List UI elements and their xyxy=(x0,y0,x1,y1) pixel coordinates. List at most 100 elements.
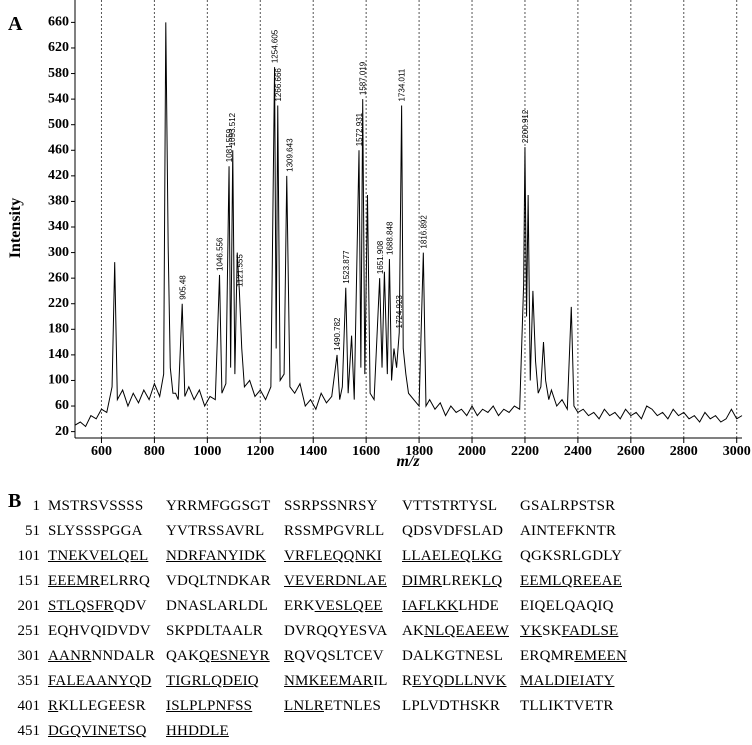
residue-block: VEVERDNLAE xyxy=(284,573,402,590)
peak-label: 1266.666 xyxy=(274,68,283,102)
peak-label: 1523.877 xyxy=(342,250,351,284)
residues: RSSMPGVRLL xyxy=(284,523,385,539)
sequence-row: 101 TNEKVELQEL NDRFANYIDK VRFLEQQNKI LLAELEQ… xyxy=(0,544,752,569)
residues: QDV xyxy=(113,598,147,614)
x-axis-label: m/z xyxy=(396,453,420,470)
peak-label: 1587.019 xyxy=(359,61,368,95)
residue-block: EQHVQIDVDV xyxy=(48,623,166,640)
residue-number: 1 xyxy=(32,498,41,514)
residue-number: 451 xyxy=(17,723,41,739)
x-tick-label: 1200 xyxy=(246,444,274,459)
y-tick-label: 100 xyxy=(48,373,69,388)
y-tick-label: 660 xyxy=(48,15,69,30)
peak-label: 1490.782 xyxy=(333,317,342,351)
residues: LHDE xyxy=(458,598,499,614)
residues: QDSVDFSLAD xyxy=(402,523,504,539)
residue-block: SSRPSSNRSY xyxy=(284,498,402,515)
underlined-peptide: EEMLQREEAE xyxy=(520,573,622,589)
peak-label: 905.48 xyxy=(178,275,187,300)
peak-label: 1309.643 xyxy=(285,138,294,172)
residue-block: REYQDLLNVK xyxy=(402,673,520,690)
underlined-peptide: NLQEAEEW xyxy=(424,623,509,639)
y-tick-label: 20 xyxy=(55,424,69,439)
underlined-peptide: LLAELEQLKG xyxy=(402,548,503,564)
underlined-peptide: QESNEYR xyxy=(199,648,270,664)
underlined-peptide: EYQDLLNVK xyxy=(412,673,507,689)
residues: QGKSRLGDLY xyxy=(520,548,623,564)
residues: YRRMFGGSGT xyxy=(166,498,271,514)
x-tick-label: 800 xyxy=(144,444,165,459)
residues: DALKGTNESL xyxy=(402,648,504,664)
sequence-row: 1 MSTRSVSSSS YRRMFGGSGT SSRPSSNRSY VTTSTRTYS… xyxy=(0,494,752,519)
sequence-row: 401 RKLLEGEESR ISLPLPNFSS LNLRETNLES LPLVDTH… xyxy=(0,694,752,719)
y-tick-label: 220 xyxy=(48,296,69,311)
residues: AK xyxy=(402,623,425,639)
x-tick-label: 2600 xyxy=(617,444,645,459)
x-tick-label: 1600 xyxy=(352,444,380,459)
x-tick-label: 2400 xyxy=(564,444,592,459)
sequence-row: 251 EQHVQIDVDV SKPDLTAALR DVRQQYESVA AKNLQEA… xyxy=(0,619,752,644)
underlined-peptide: TIGRLQDEIQ xyxy=(166,673,259,689)
x-tick-label: 1000 xyxy=(193,444,221,459)
underlined-peptide: LNLR xyxy=(284,698,324,714)
residue-block: EEEMRELRRQ xyxy=(48,573,166,590)
residue-block: NMKEEMARIL xyxy=(284,673,402,690)
underlined-peptide: MALDIEIATY xyxy=(520,673,615,689)
residue-block: QDSVDFSLAD xyxy=(402,523,520,540)
residue-number: 201 xyxy=(17,598,41,614)
underlined-peptide: YK xyxy=(520,623,543,639)
y-tick-label: 140 xyxy=(48,347,69,362)
residue-block: LNLRETNLES xyxy=(284,698,402,715)
underlined-peptide: FALEAANYQD xyxy=(48,673,152,689)
peak-label: 1093.512 xyxy=(228,112,237,146)
residues: VDQLTNDKAR xyxy=(166,573,271,589)
sequence: 1 MSTRSVSSSS YRRMFGGSGT SSRPSSNRSY VTTSTRTYS… xyxy=(0,494,752,744)
peak-label: 1688.848 xyxy=(386,221,395,255)
residues: NNDALR xyxy=(91,648,156,664)
underlined-peptide: EEEMR xyxy=(48,573,100,589)
residue-block: AKNLQEAEEW xyxy=(402,623,520,640)
y-tick-label: 580 xyxy=(48,66,69,81)
peak-label: 1724.923 xyxy=(395,295,404,329)
residue-block: DNASLARLDL xyxy=(166,598,284,615)
peak-label: 1046.556 xyxy=(216,237,225,271)
peak-label: 1081.559 xyxy=(225,128,234,162)
underlined-peptide: ISLPLPNFSS xyxy=(166,698,253,714)
x-tick-label: 2000 xyxy=(458,444,486,459)
residue-block: RQVQSLTCEV xyxy=(284,648,402,665)
residue-block: RKLLEGEESR xyxy=(48,698,166,715)
sequence-row: 201 STLQSFRQDV DNASLARLDL ERKVESLQEE IAFLKKL… xyxy=(0,594,752,619)
residue-number: 401 xyxy=(17,698,41,714)
residue-block: VTTSTRTYSL xyxy=(402,498,520,515)
x-tick-label: 2800 xyxy=(670,444,698,459)
residues: TLLIKTVETR xyxy=(520,698,614,714)
residue-block: GSALRPSTSR xyxy=(520,498,638,515)
residues: KLLEGEESR xyxy=(58,698,146,714)
underlined-peptide: TNEKVELQEL xyxy=(48,548,149,564)
residue-block: TLLIKTVETR xyxy=(520,698,638,715)
residues: YVTRSSAVRL xyxy=(166,523,265,539)
peak-label: 1572.931 xyxy=(355,112,364,146)
residue-block: LPLVDTHSKR xyxy=(402,698,520,715)
underlined-peptide: DIMR xyxy=(402,573,442,589)
underlined-peptide: HHDDLE xyxy=(166,723,229,739)
residues: LREK xyxy=(441,573,482,589)
sequence-row: 51 SLYSSSPGGA YVTRSSAVRL RSSMPGVRLL QDSVDFSL… xyxy=(0,519,752,544)
y-tick-label: 60 xyxy=(55,398,69,413)
residue-block: DVRQQYESVA xyxy=(284,623,402,640)
residue-block: QAKQESNEYR xyxy=(166,648,284,665)
residues: IL xyxy=(373,673,388,689)
residues: ERQMR xyxy=(520,648,575,664)
residue-number: 301 xyxy=(17,648,41,664)
y-tick-label: 460 xyxy=(48,142,69,157)
underlined-peptide: VEVERDNLAE xyxy=(284,573,387,589)
residues: DNASLARLDL xyxy=(166,598,268,614)
underlined-peptide: R xyxy=(48,698,59,714)
residue-block: VDQLTNDKAR xyxy=(166,573,284,590)
spectrum-line xyxy=(74,22,743,428)
sequence-row: 151 EEEMRELRRQ VDQLTNDKAR VEVERDNLAE DIMRLRE… xyxy=(0,569,752,594)
underlined-peptide: FADLSE xyxy=(561,623,619,639)
residues: SSRPSSNRSY xyxy=(284,498,378,514)
panel-label: B xyxy=(8,490,22,512)
